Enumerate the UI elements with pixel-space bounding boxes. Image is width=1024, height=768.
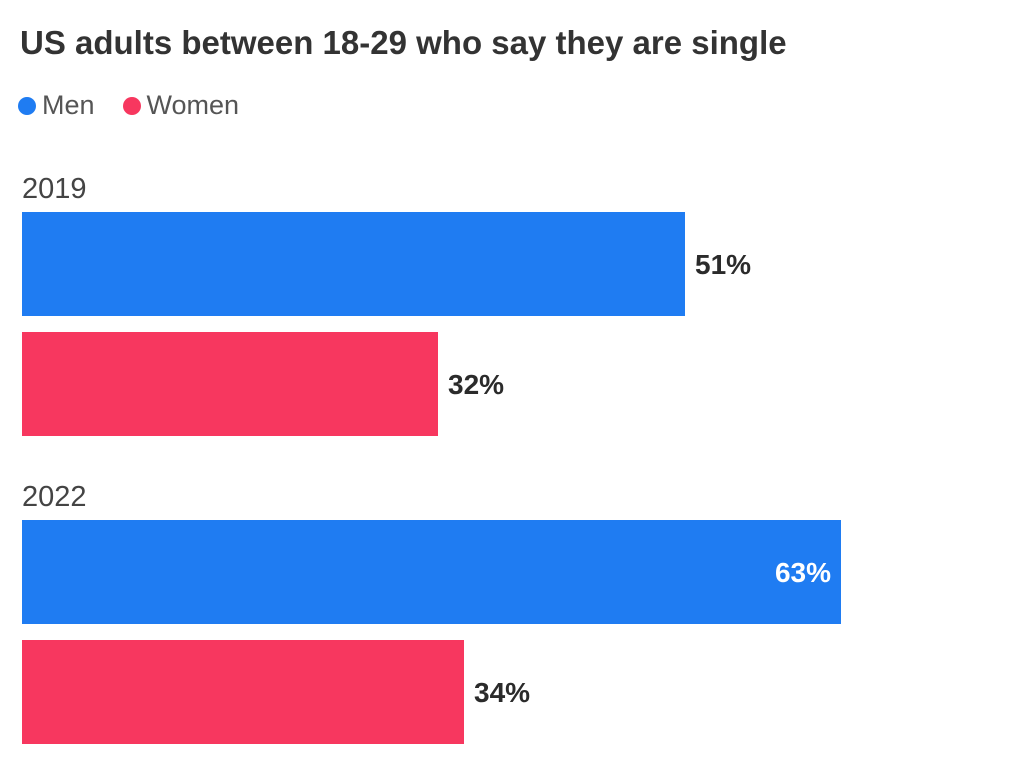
- legend: Men Women: [18, 90, 267, 121]
- category-label-2022: 2022: [22, 481, 87, 513]
- data-label-women-2019: 32%: [448, 369, 504, 400]
- bar-men-2022: [22, 520, 841, 624]
- legend-swatch-women: [122, 96, 141, 115]
- data-label-men-2022: 63%: [775, 557, 831, 588]
- category-label-2019: 2019: [22, 173, 87, 205]
- bar-women-2019: [22, 332, 438, 436]
- legend-item-women: Women: [122, 90, 240, 121]
- chart-title: US adults between 18-29 who say they are…: [20, 24, 787, 61]
- legend-item-men: Men: [18, 90, 95, 121]
- legend-label-men: Men: [42, 90, 95, 120]
- bar-men-2019: [22, 212, 685, 316]
- data-label-women-2022: 34%: [474, 677, 530, 708]
- bar-women-2022: [22, 640, 464, 744]
- data-label-men-2019: 51%: [695, 249, 751, 280]
- legend-swatch-men: [18, 96, 36, 115]
- legend-label-women: Women: [146, 90, 240, 120]
